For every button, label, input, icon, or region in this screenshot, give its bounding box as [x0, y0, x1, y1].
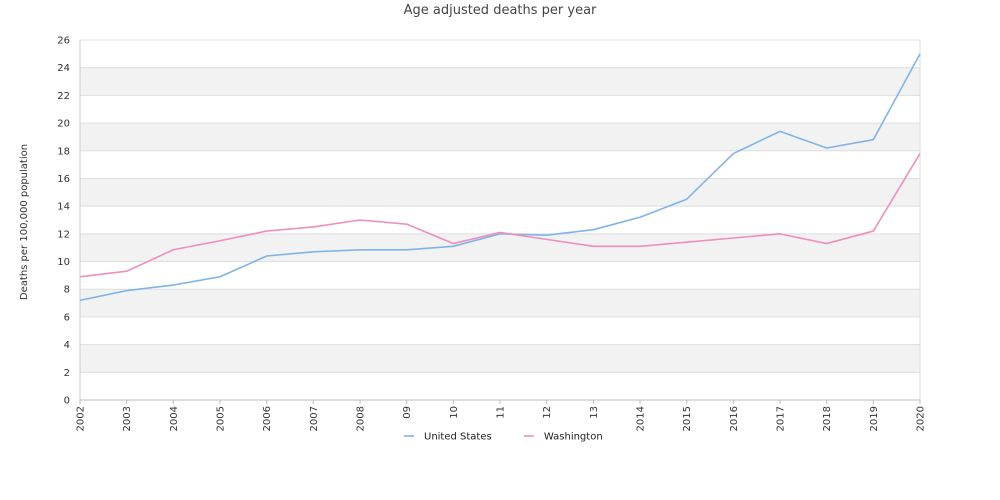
grid-band	[80, 261, 920, 290]
x-tick-label: 10	[449, 406, 460, 419]
series-lines	[79, 53, 921, 302]
x-tick-label: 2016	[729, 406, 740, 431]
x-tick-label: 2002	[76, 406, 87, 431]
x-tick-label: 09	[402, 406, 413, 419]
y-tick-label: 6	[64, 312, 70, 323]
x-tick-label: 2003	[122, 406, 133, 431]
y-tick-label: 2	[64, 368, 70, 379]
x-tick-label: 2006	[262, 406, 273, 431]
x-tick-label: 2015	[682, 406, 693, 431]
y-tick-label: 26	[57, 36, 70, 47]
y-tick-label: 12	[57, 229, 70, 240]
y-tick-label: 4	[64, 340, 70, 351]
y-tick-label: 8	[64, 285, 70, 296]
x-tick-label: 2018	[822, 406, 833, 431]
grid-bands	[80, 40, 920, 400]
grid-band	[80, 40, 920, 68]
y-tick-label: 18	[57, 146, 70, 157]
grid-band	[80, 233, 920, 262]
x-tick-label: 2014	[636, 406, 647, 431]
x-axis-ticks: 2002 2003 2004 2005 2006 2007 2008 09 10 11 12 13 20…	[76, 400, 927, 431]
x-tick-label: 2005	[216, 406, 227, 431]
x-tick-label: 2004	[169, 406, 180, 431]
grid-band	[80, 67, 920, 96]
grid-band	[80, 372, 920, 400]
legend-label: United States	[424, 432, 492, 443]
y-tick-label: 16	[57, 174, 70, 185]
y-tick-label: 22	[57, 91, 70, 102]
legend: United States Washington	[404, 432, 603, 443]
chart-title: Age adjusted deaths per year	[403, 3, 597, 18]
y-tick-label: 10	[57, 257, 70, 268]
x-tick-label: 2017	[776, 406, 787, 431]
legend-label: Washington	[544, 432, 603, 443]
x-tick-label: 13	[589, 406, 600, 419]
x-tick-label: 12	[542, 406, 553, 419]
grid-band	[80, 206, 920, 234]
grid-band	[80, 316, 920, 345]
series-line-united-states	[79, 53, 921, 302]
x-tick-label: 2007	[309, 406, 320, 431]
x-tick-label: 11	[496, 406, 507, 419]
y-axis-label: Deaths per 100,000 population	[19, 144, 30, 300]
grid-band	[80, 289, 920, 317]
x-tick-label: 2019	[869, 406, 880, 431]
y-tick-label: 24	[57, 63, 70, 74]
grid-band	[80, 123, 920, 151]
grid-band	[80, 95, 920, 124]
grid-band	[80, 150, 920, 179]
y-tick-label: 14	[57, 202, 70, 213]
grid-band	[80, 344, 920, 373]
x-tick-label: 2008	[356, 406, 367, 431]
grid-band	[80, 178, 920, 207]
y-tick-label: 0	[64, 396, 70, 407]
series-line-washington	[79, 153, 921, 278]
y-tick-label: 20	[57, 119, 70, 130]
x-tick-label: 2020	[916, 406, 927, 431]
